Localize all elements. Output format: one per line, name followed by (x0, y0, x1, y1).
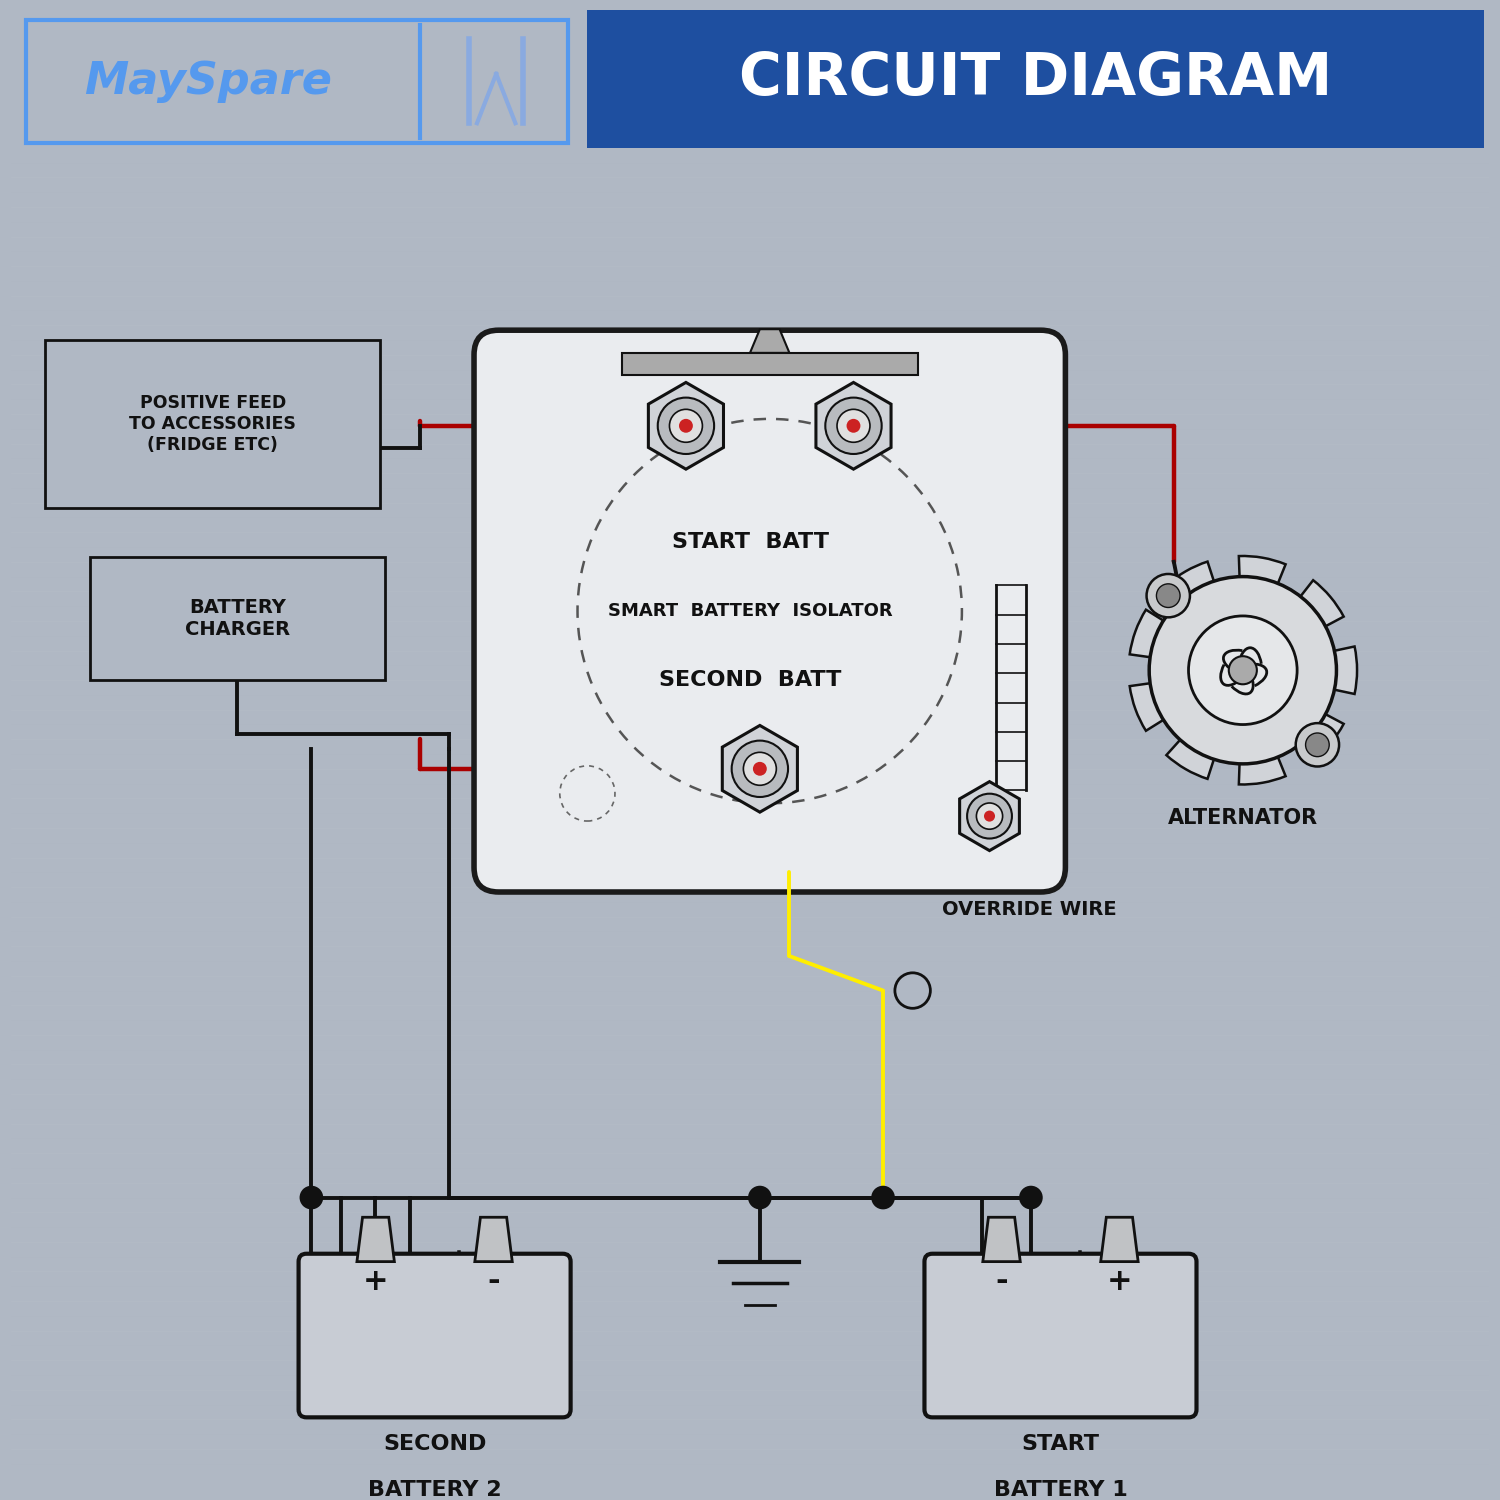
Text: +: + (1107, 1268, 1132, 1296)
Circle shape (1156, 584, 1180, 608)
Circle shape (753, 762, 766, 776)
Circle shape (976, 802, 1002, 830)
Circle shape (846, 419, 861, 432)
FancyBboxPatch shape (90, 556, 386, 680)
Polygon shape (648, 382, 723, 470)
Polygon shape (1101, 1218, 1138, 1261)
Circle shape (1228, 656, 1257, 684)
Text: +: + (363, 1268, 388, 1296)
FancyBboxPatch shape (26, 20, 567, 142)
Circle shape (748, 1185, 771, 1209)
Bar (622, 352, 918, 375)
Polygon shape (476, 1218, 513, 1261)
Text: ALTERNATOR: ALTERNATOR (1168, 808, 1318, 828)
Text: START: START (1022, 1434, 1100, 1454)
Text: BATTERY 2: BATTERY 2 (368, 1480, 501, 1500)
FancyBboxPatch shape (45, 340, 381, 507)
Text: BATTERY
CHARGER: BATTERY CHARGER (184, 598, 290, 639)
Wedge shape (1298, 580, 1344, 628)
Text: -: - (488, 1268, 500, 1296)
FancyBboxPatch shape (924, 1254, 1197, 1418)
Circle shape (680, 419, 693, 432)
Circle shape (1149, 576, 1336, 764)
Circle shape (1019, 1185, 1042, 1209)
Wedge shape (1167, 561, 1215, 604)
Circle shape (968, 794, 1012, 838)
Circle shape (984, 810, 994, 822)
Wedge shape (1130, 682, 1167, 730)
Text: MaySpare: MaySpare (84, 60, 332, 104)
Circle shape (1188, 616, 1298, 724)
Polygon shape (982, 1218, 1020, 1261)
Text: SMART  BATTERY  ISOLATOR: SMART BATTERY ISOLATOR (608, 602, 892, 619)
Polygon shape (750, 328, 789, 352)
Wedge shape (1167, 736, 1215, 778)
Circle shape (896, 974, 930, 1008)
Wedge shape (1330, 646, 1358, 694)
Circle shape (657, 398, 714, 454)
Text: BATTERY 1: BATTERY 1 (993, 1480, 1128, 1500)
Text: OVERRIDE WIRE: OVERRIDE WIRE (942, 900, 1118, 920)
Circle shape (1146, 574, 1190, 618)
Circle shape (744, 753, 777, 786)
Wedge shape (1239, 753, 1286, 784)
Circle shape (669, 410, 702, 442)
Wedge shape (1298, 712, 1344, 760)
Polygon shape (816, 382, 891, 470)
Circle shape (825, 398, 882, 454)
Circle shape (837, 410, 870, 442)
Wedge shape (1130, 609, 1167, 658)
Text: -: - (994, 1268, 1008, 1296)
Text: SECOND: SECOND (382, 1434, 486, 1454)
Circle shape (732, 741, 788, 796)
Circle shape (1305, 734, 1329, 756)
Text: START  BATT: START BATT (672, 532, 828, 552)
Circle shape (1296, 723, 1340, 766)
Bar (588, 10, 1485, 148)
Polygon shape (723, 726, 798, 812)
FancyBboxPatch shape (298, 1254, 570, 1418)
Circle shape (300, 1185, 322, 1209)
Polygon shape (357, 1218, 395, 1261)
Wedge shape (1239, 556, 1286, 588)
Text: CIRCUIT DIAGRAM: CIRCUIT DIAGRAM (740, 51, 1332, 108)
Polygon shape (960, 782, 1020, 850)
Text: POSITIVE FEED
TO ACCESSORIES
(FRIDGE ETC): POSITIVE FEED TO ACCESSORIES (FRIDGE ETC… (129, 394, 297, 453)
Circle shape (871, 1185, 895, 1209)
FancyBboxPatch shape (474, 330, 1065, 892)
Text: SECOND  BATT: SECOND BATT (658, 670, 842, 690)
Bar (10, 0, 1490, 158)
